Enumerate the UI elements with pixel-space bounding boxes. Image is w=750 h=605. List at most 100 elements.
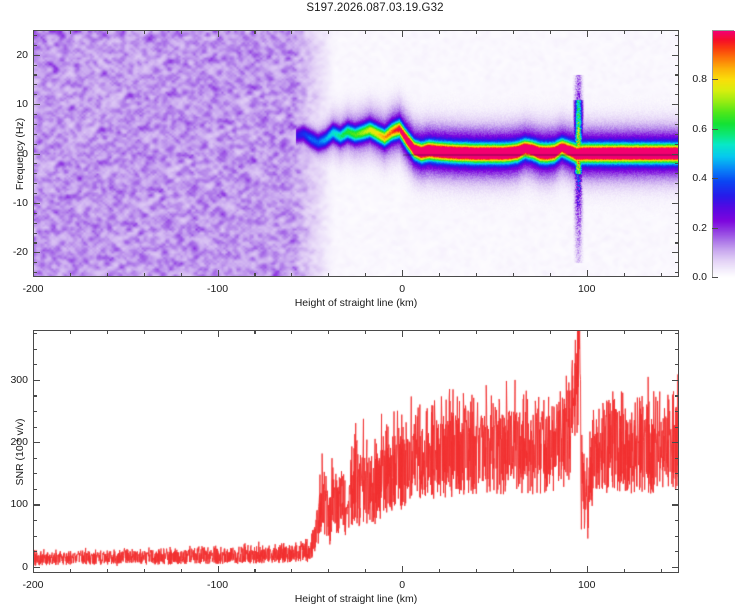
tick-mark xyxy=(291,330,293,334)
tick-mark xyxy=(33,173,37,175)
tick-mark xyxy=(675,551,679,553)
tick-mark xyxy=(33,504,40,506)
tick-mark xyxy=(217,270,219,277)
tick-mark xyxy=(33,488,37,490)
spectrogram-y-tick-20: 20 xyxy=(16,48,28,61)
tick-mark xyxy=(33,232,37,234)
tick-mark xyxy=(586,30,588,37)
snr-y-tick-200: 200 xyxy=(10,436,28,449)
tick-mark xyxy=(675,74,679,76)
tick-mark xyxy=(33,64,37,66)
tick-mark xyxy=(660,273,662,277)
tick-mark xyxy=(675,232,679,234)
tick-mark xyxy=(512,569,514,573)
tick-mark xyxy=(33,566,35,573)
tick-mark xyxy=(106,273,108,277)
tick-mark xyxy=(675,123,679,125)
spectrogram-canvas xyxy=(34,31,678,276)
spectrogram-plot-area xyxy=(33,30,679,277)
tick-mark xyxy=(512,330,514,334)
snr-x-tick-0: 0 xyxy=(399,579,406,591)
tick-mark xyxy=(180,30,182,34)
tick-mark xyxy=(33,364,37,366)
tick-mark xyxy=(660,30,662,34)
tick-mark xyxy=(675,183,679,185)
tick-mark xyxy=(33,426,37,428)
tick-mark xyxy=(217,330,219,337)
tick-mark xyxy=(33,252,40,254)
tick-mark xyxy=(675,222,679,224)
snr-y-tick-300: 300 xyxy=(10,373,28,386)
tick-mark xyxy=(623,273,625,277)
tick-mark xyxy=(439,273,441,277)
tick-mark xyxy=(675,143,679,145)
tick-mark xyxy=(549,30,551,34)
tick-mark xyxy=(586,566,588,573)
tick-mark xyxy=(33,262,37,264)
tick-mark xyxy=(33,94,37,96)
tick-mark xyxy=(33,143,37,145)
tick-mark xyxy=(143,330,145,334)
tick-mark xyxy=(672,202,679,204)
tick-mark xyxy=(402,30,404,37)
tick-mark xyxy=(475,30,478,34)
tick-mark xyxy=(660,569,662,573)
tick-mark xyxy=(33,272,37,274)
tick-mark xyxy=(33,551,37,553)
tick-mark xyxy=(291,273,293,277)
tick-mark xyxy=(254,330,256,334)
tick-mark xyxy=(33,30,35,37)
tick-mark xyxy=(254,273,256,277)
tick-mark xyxy=(328,330,330,334)
spectrogram-y-tick--10: -10 xyxy=(12,196,28,209)
tick-mark xyxy=(33,222,37,224)
spectrogram-x-tick-100: 100 xyxy=(577,283,596,295)
tick-mark xyxy=(106,330,108,334)
tick-mark xyxy=(402,566,404,573)
snr-y-axis-title: SNR (10 * v/v) xyxy=(14,417,26,486)
tick-mark xyxy=(672,153,679,155)
tick-mark xyxy=(291,569,293,573)
tick-mark xyxy=(623,569,625,573)
tick-mark xyxy=(143,569,145,573)
snr-x-axis-title: Height of straight line (km) xyxy=(294,593,418,605)
tick-mark xyxy=(217,30,219,37)
tick-mark xyxy=(402,330,404,337)
tick-mark xyxy=(328,569,330,573)
tick-mark xyxy=(675,457,679,459)
spectrogram-x-tick--100: -100 xyxy=(207,283,229,295)
snr-y-tick-100: 100 xyxy=(10,498,28,511)
tick-mark xyxy=(69,273,71,277)
tick-mark xyxy=(33,212,37,214)
tick-mark xyxy=(33,183,37,185)
snr-x-tick-100: 100 xyxy=(577,579,596,591)
tick-mark xyxy=(712,227,718,229)
tick-mark xyxy=(69,569,71,573)
tick-mark xyxy=(675,262,679,264)
tick-mark xyxy=(33,123,37,125)
tick-mark xyxy=(675,212,679,214)
tick-mark xyxy=(675,173,679,175)
tick-mark xyxy=(33,133,37,135)
tick-mark xyxy=(254,30,256,34)
tick-mark xyxy=(675,133,679,135)
tick-mark xyxy=(33,84,37,86)
tick-mark xyxy=(33,34,37,37)
tick-mark xyxy=(675,488,679,490)
tick-mark xyxy=(623,330,625,334)
tick-mark xyxy=(675,163,679,165)
tick-mark xyxy=(675,411,679,413)
tick-mark xyxy=(33,348,37,350)
tick-mark xyxy=(180,330,182,334)
tick-mark xyxy=(672,54,679,56)
tick-mark xyxy=(33,411,37,413)
snr-x-tick--200: -200 xyxy=(22,579,44,591)
colorbar-tick-0.2: 0.2 xyxy=(692,221,707,234)
spectrogram-x-tick-0: 0 xyxy=(399,283,406,295)
snr-plot-area xyxy=(33,330,679,573)
colorbar xyxy=(712,30,735,278)
snr-canvas xyxy=(34,331,678,572)
tick-mark xyxy=(33,333,37,335)
tick-mark xyxy=(549,569,551,573)
tick-mark xyxy=(291,30,293,34)
